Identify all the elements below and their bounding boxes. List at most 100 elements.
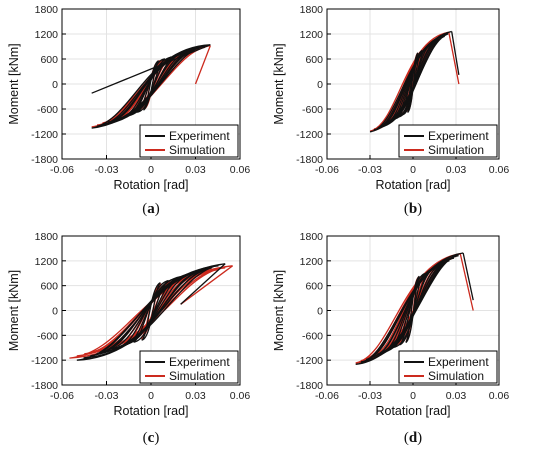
x-tick-label: 0.06 bbox=[230, 390, 251, 402]
legend-entry: Experiment bbox=[428, 129, 489, 143]
y-tick-label: -600 bbox=[302, 330, 323, 342]
experiment-loop bbox=[373, 33, 449, 131]
y-tick-label: -1800 bbox=[31, 154, 58, 166]
y-tick-label: -600 bbox=[302, 104, 323, 116]
experiment-loop bbox=[102, 47, 200, 125]
simulation-tail bbox=[180, 265, 233, 305]
x-tick-label: 0.06 bbox=[489, 164, 510, 176]
y-axis-label: Moment [kNm] bbox=[272, 43, 286, 124]
series-lines bbox=[69, 263, 233, 361]
experiment-loop bbox=[83, 265, 219, 359]
y-tick-label: -1200 bbox=[296, 129, 323, 141]
legend-entry: Simulation bbox=[428, 369, 484, 383]
legend-entry: Experiment bbox=[169, 355, 230, 369]
x-tick-label: 0.03 bbox=[446, 164, 467, 176]
simulation-tail bbox=[448, 32, 460, 85]
y-tick-label: 600 bbox=[40, 54, 58, 66]
y-tick-label: -1800 bbox=[296, 154, 323, 166]
panel-caption: (d) bbox=[404, 430, 422, 446]
y-axis-label: Moment [kNm] bbox=[7, 43, 21, 124]
series-experiment bbox=[355, 252, 474, 365]
x-axis-label: Rotation [rad] bbox=[375, 404, 450, 418]
y-tick-label: 600 bbox=[305, 54, 323, 66]
panel-caption: (b) bbox=[404, 201, 422, 217]
legend-entry: Simulation bbox=[169, 369, 225, 383]
experiment-tail bbox=[451, 31, 460, 75]
y-tick-label: 0 bbox=[52, 79, 58, 91]
experiment-tail bbox=[180, 263, 226, 305]
x-tick-label: -0.06 bbox=[50, 164, 74, 176]
x-tick-label: -0.06 bbox=[315, 390, 339, 402]
y-tick-label: 1200 bbox=[35, 29, 59, 41]
x-tick-label: 0.06 bbox=[489, 390, 510, 402]
y-tick-label: -1800 bbox=[296, 380, 323, 392]
legend-entry: Experiment bbox=[169, 129, 230, 143]
y-tick-label: 0 bbox=[317, 306, 323, 318]
x-tick-label: -0.03 bbox=[95, 164, 119, 176]
tick-labels: -0.06 -0.03 0 0.03 0.06 1800 1200 600 0 -600 -1200… bbox=[296, 4, 509, 176]
x-tick-label: 0 bbox=[148, 164, 154, 176]
x-axis-label: Rotation [rad] bbox=[375, 178, 450, 192]
series-experiment bbox=[369, 30, 460, 133]
y-tick-label: -1200 bbox=[31, 355, 58, 367]
series-experiment bbox=[76, 263, 226, 361]
legend-entry: Simulation bbox=[169, 143, 225, 157]
y-tick-label: 1200 bbox=[300, 29, 324, 41]
y-tick-label: 1800 bbox=[35, 4, 59, 16]
y-tick-label: 1800 bbox=[300, 4, 324, 16]
simulation-loop bbox=[76, 267, 226, 357]
y-tick-label: -1200 bbox=[31, 129, 58, 141]
series-lines bbox=[369, 30, 460, 133]
panel-a: -0.06 -0.03 0 0.03 0.06 1800 1200 600 0 -600 -1200… bbox=[7, 4, 250, 217]
panel-d: -0.06 -0.03 0 0.03 0.06 1800 1200 600 0 -600 -1200… bbox=[272, 231, 509, 446]
panel-b: -0.06 -0.03 0 0.03 0.06 1800 1200 600 0 -600 -1200… bbox=[272, 4, 509, 217]
experiment-loop bbox=[355, 252, 464, 365]
x-tick-label: -0.06 bbox=[50, 390, 74, 402]
x-tick-label: 0.03 bbox=[446, 390, 467, 402]
y-tick-label: 1800 bbox=[300, 231, 324, 243]
y-tick-label: 1800 bbox=[35, 231, 59, 243]
y-tick-label: -1200 bbox=[296, 355, 323, 367]
x-tick-label: 0.03 bbox=[185, 390, 206, 402]
y-tick-label: 600 bbox=[305, 281, 323, 293]
series-lines bbox=[355, 252, 474, 365]
tick-labels: -0.06 -0.03 0 0.03 0.06 1800 1200 600 0 -600 -1200… bbox=[296, 231, 509, 402]
x-tick-label: 0 bbox=[410, 390, 416, 402]
x-tick-label: 0.06 bbox=[230, 164, 251, 176]
panel-caption: (c) bbox=[143, 430, 160, 446]
x-tick-label: -0.03 bbox=[95, 390, 119, 402]
x-tick-label: -0.03 bbox=[358, 164, 382, 176]
series-experiment bbox=[91, 44, 211, 129]
y-axis-label: Moment [kNm] bbox=[7, 270, 21, 351]
y-tick-label: -600 bbox=[37, 104, 58, 116]
x-axis-label: Rotation [rad] bbox=[113, 178, 188, 192]
y-tick-label: 600 bbox=[40, 281, 58, 293]
panel-c: -0.06 -0.03 0 0.03 0.06 1800 1200 600 0 -600 -1200… bbox=[7, 231, 250, 446]
y-tick-label: 1200 bbox=[300, 256, 324, 268]
experiment-tail bbox=[462, 252, 474, 301]
x-tick-label: 0.03 bbox=[185, 164, 206, 176]
legend-entry: Simulation bbox=[428, 143, 484, 157]
simulation-tail bbox=[459, 253, 474, 311]
x-tick-label: -0.06 bbox=[315, 164, 339, 176]
experiment-tail bbox=[91, 44, 211, 94]
y-tick-label: -1800 bbox=[31, 380, 58, 392]
x-tick-label: 0 bbox=[148, 390, 154, 402]
x-tick-label: 0 bbox=[410, 164, 416, 176]
series-lines bbox=[91, 44, 211, 129]
x-tick-label: -0.03 bbox=[358, 390, 382, 402]
y-tick-label: 0 bbox=[52, 306, 58, 318]
x-axis-label: Rotation [rad] bbox=[113, 404, 188, 418]
panel-caption: (a) bbox=[142, 201, 160, 217]
y-axis-label: Moment [kNm] bbox=[272, 270, 286, 351]
y-tick-label: 0 bbox=[317, 79, 323, 91]
simulation-tail bbox=[194, 45, 211, 85]
y-tick-label: 1200 bbox=[35, 256, 59, 268]
tick-labels: -0.06 -0.03 0 0.03 0.06 1800 1200 600 0 -600 -1200… bbox=[31, 231, 250, 402]
legend-entry: Experiment bbox=[428, 355, 489, 369]
